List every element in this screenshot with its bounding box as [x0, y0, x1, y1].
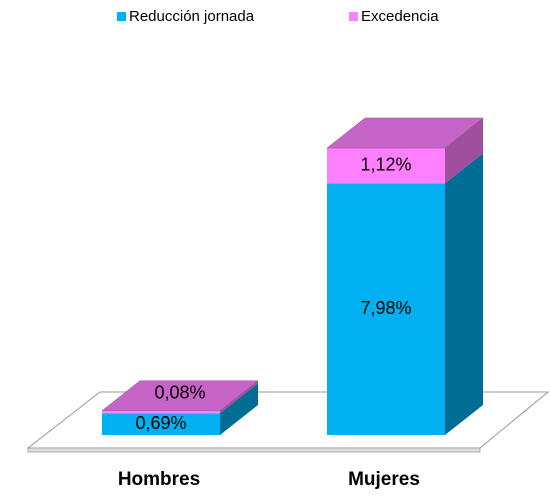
legend-swatch	[349, 12, 358, 21]
value-label: 0,08%	[154, 382, 205, 402]
legend-label: Excedencia	[361, 8, 439, 25]
bar-side	[220, 380, 258, 414]
x-tick-label: Hombres	[118, 469, 200, 490]
bar-side	[445, 118, 483, 184]
value-label: 7,98%	[360, 298, 411, 318]
bar	[327, 148, 445, 184]
bar	[102, 410, 220, 414]
bar-side	[445, 153, 483, 436]
legend-swatch	[117, 12, 126, 21]
bar-side	[220, 383, 258, 435]
floor-edge	[27, 447, 481, 453]
value-label: 0,69%	[135, 413, 186, 433]
legend: Reducción jornada Excedencia	[117, 8, 439, 25]
x-tick-label: Mujeres	[348, 469, 420, 490]
bar	[102, 413, 220, 435]
bar	[327, 183, 445, 435]
value-label: 1,12%	[360, 154, 411, 174]
bar-top	[101, 380, 259, 411]
legend-label: Reducción jornada	[129, 8, 255, 25]
bar-top	[326, 117, 484, 149]
